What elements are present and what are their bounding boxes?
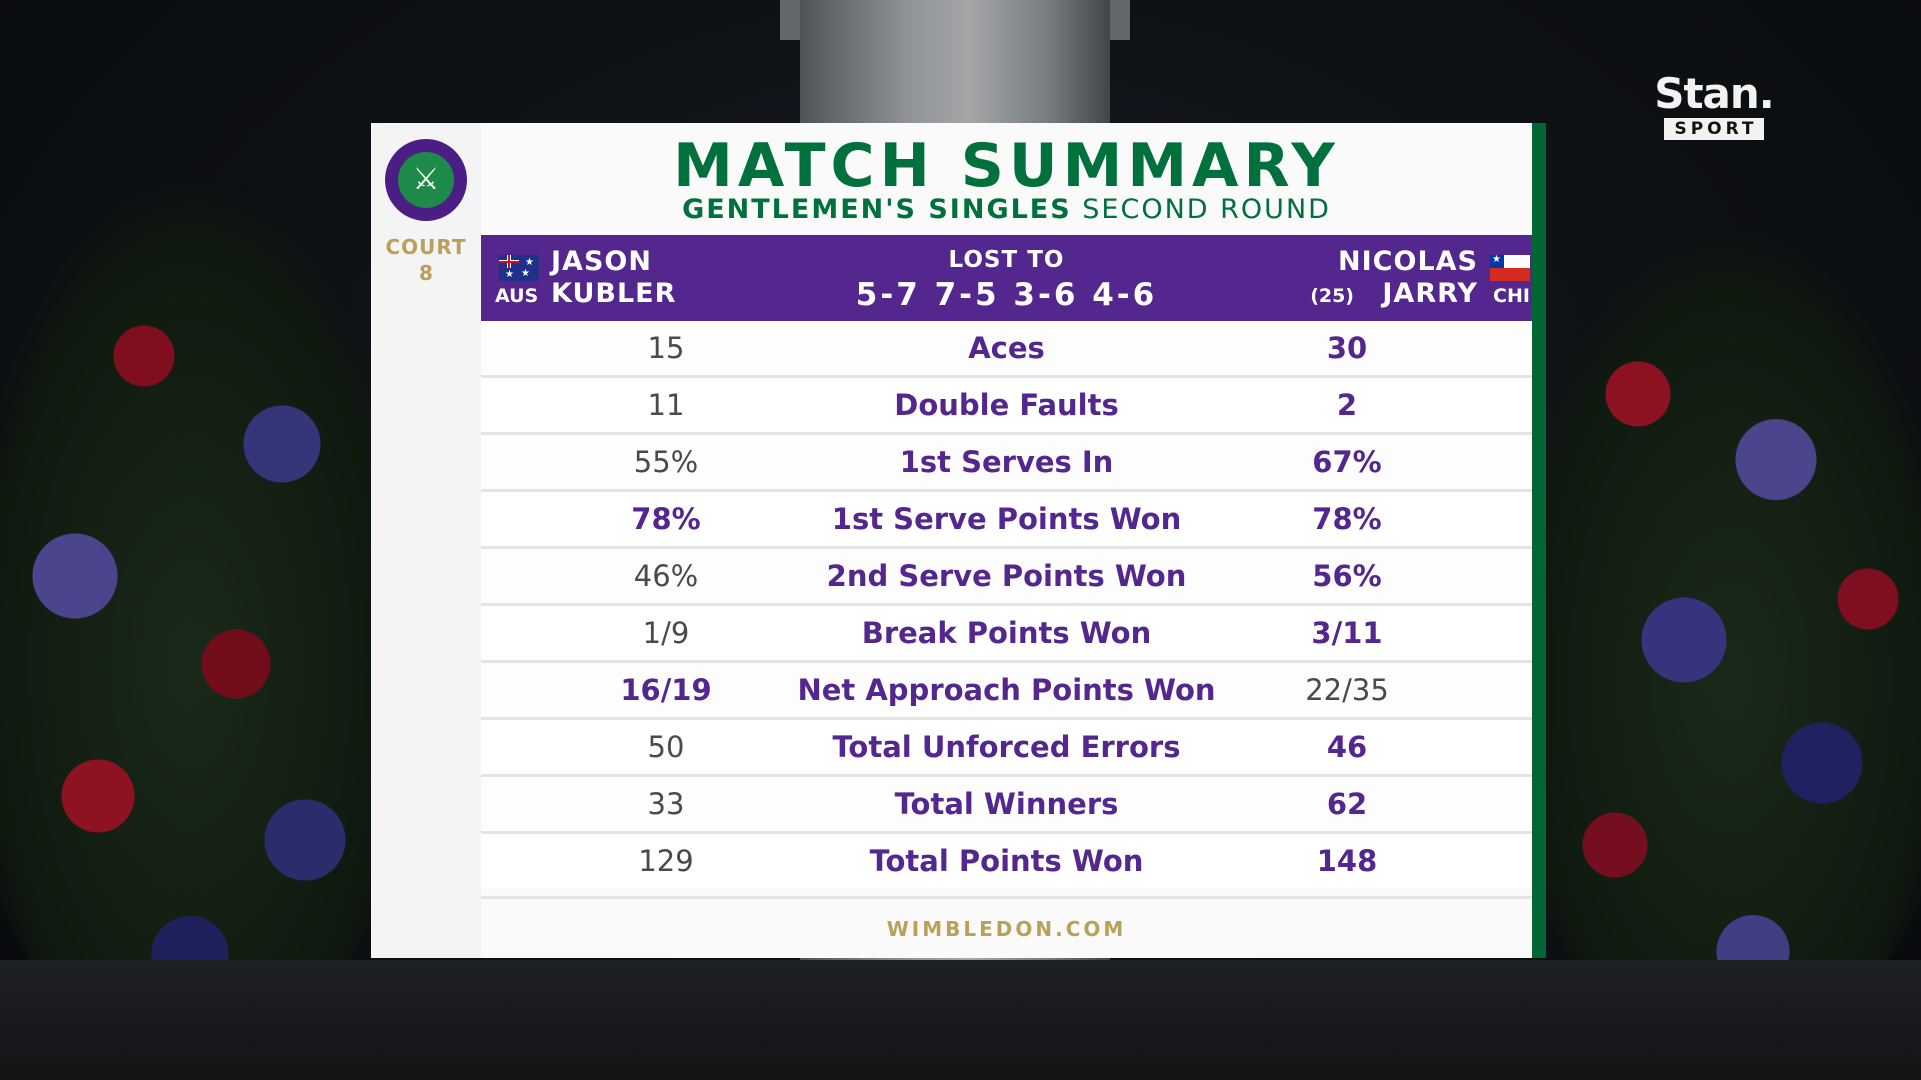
stat-label: Net Approach Points Won	[797, 673, 1216, 707]
flower-basket-right	[1500, 230, 1921, 1050]
stat-label: Aces	[968, 331, 1045, 365]
court-number: 8	[419, 261, 433, 285]
stat-row-first-serves-in: 55% 1st Serves In 67%	[481, 432, 1532, 489]
match-summary-panel: ⚔ COURT 8 MATCH SUMMARY GENTLEMEN'S SING…	[371, 123, 1546, 958]
panel-title: MATCH SUMMARY	[673, 131, 1340, 201]
player2-stat: 56%	[1312, 559, 1382, 593]
player1-last-name: KUBLER	[551, 278, 677, 309]
player2-stat: 2	[1336, 388, 1358, 422]
player1-stat: 33	[647, 787, 685, 821]
stat-label: Double Faults	[894, 388, 1119, 422]
wimbledon-logo-icon: ⚔	[385, 139, 467, 221]
stat-row-net-approach-points-won: 16/19 Net Approach Points Won 22/35	[481, 660, 1532, 717]
player1-stat: 15	[647, 331, 685, 365]
player2-stat: 46	[1326, 730, 1368, 764]
player1-stat: 129	[638, 844, 694, 878]
stat-row-double-faults: 11 Double Faults 2	[481, 375, 1532, 432]
wall	[0, 960, 1921, 1080]
chile-flag-icon	[1490, 254, 1530, 281]
players-header: ★ ★ ★ AUS JASON KUBLER LOST TO 5-7 7-5 3…	[481, 235, 1532, 321]
player1-stat: 78%	[631, 502, 701, 536]
crossed-rackets-icon: ⚔	[398, 152, 454, 208]
flower-basket-left	[0, 180, 420, 1060]
stat-label: Total Unforced Errors	[832, 730, 1181, 764]
player2-stat: 78%	[1312, 502, 1382, 536]
event-name: GENTLEMEN'S SINGLES	[682, 194, 1072, 225]
player2-stat: 30	[1326, 331, 1368, 365]
stat-label: Total Points Won	[869, 844, 1144, 878]
player1-country: AUS	[495, 285, 539, 307]
broadcaster-logo: Stan. SPORT	[1652, 72, 1776, 140]
player2-seed: (25)	[1310, 285, 1354, 307]
result-text: LOST TO	[948, 247, 1065, 273]
panel-subtitle: GENTLEMEN'S SINGLES SECOND ROUND	[481, 193, 1532, 227]
player2-last-name: JARRY	[1382, 278, 1478, 309]
stat-row-first-serve-points-won: 78% 1st Serve Points Won 78%	[481, 489, 1532, 546]
stat-label: 1st Serve Points Won	[831, 502, 1182, 536]
stat-row-total-unforced-errors: 50 Total Unforced Errors 46	[481, 717, 1532, 774]
player2-stat: 22/35	[1305, 673, 1389, 707]
stat-label: Break Points Won	[861, 616, 1152, 650]
stat-row-total-points-won: 129 Total Points Won 148	[481, 831, 1532, 888]
player2-stat: 62	[1326, 787, 1368, 821]
stat-row-break-points-won: 1/9 Break Points Won 3/11	[481, 603, 1532, 660]
player1-stat: 1/9	[642, 616, 690, 650]
stat-row-aces: 15 Aces 30	[481, 321, 1532, 375]
stat-label: Total Winners	[894, 787, 1119, 821]
player2-first-name: NICOLAS	[1338, 246, 1478, 277]
player1-stat: 50	[647, 730, 685, 764]
round-name: SECOND ROUND	[1082, 194, 1331, 225]
player2-stat: 67%	[1312, 445, 1382, 479]
court-label: COURT	[385, 235, 467, 259]
player1-stat: 55%	[633, 445, 699, 479]
player1-stat: 11	[647, 388, 685, 422]
australia-flag-icon: ★ ★ ★	[499, 255, 539, 281]
stat-label: 2nd Serve Points Won	[826, 559, 1187, 593]
accent-bar	[1532, 123, 1546, 958]
match-score: 5-7 7-5 3-6 4-6	[855, 277, 1158, 313]
player2-stat: 148	[1316, 844, 1378, 878]
broadcaster-name: Stan.	[1654, 69, 1775, 118]
footer-url: WIMBLEDON.COM	[481, 896, 1532, 961]
panel-sidebar: ⚔ COURT 8	[371, 123, 481, 958]
player1-stat: 46%	[633, 559, 699, 593]
stats-table: 15 Aces 30 11 Double Faults 2 55% 1st Se…	[481, 321, 1532, 888]
player1-stat: 16/19	[620, 673, 712, 707]
stat-row-second-serve-points-won: 46% 2nd Serve Points Won 56%	[481, 546, 1532, 603]
stat-label: 1st Serves In	[899, 445, 1114, 479]
player1-first-name: JASON	[551, 246, 652, 277]
stat-row-total-winners: 33 Total Winners 62	[481, 774, 1532, 831]
broadcaster-sub: SPORT	[1664, 118, 1764, 140]
player2-country: CHI	[1493, 285, 1530, 307]
player2-stat: 3/11	[1311, 616, 1383, 650]
